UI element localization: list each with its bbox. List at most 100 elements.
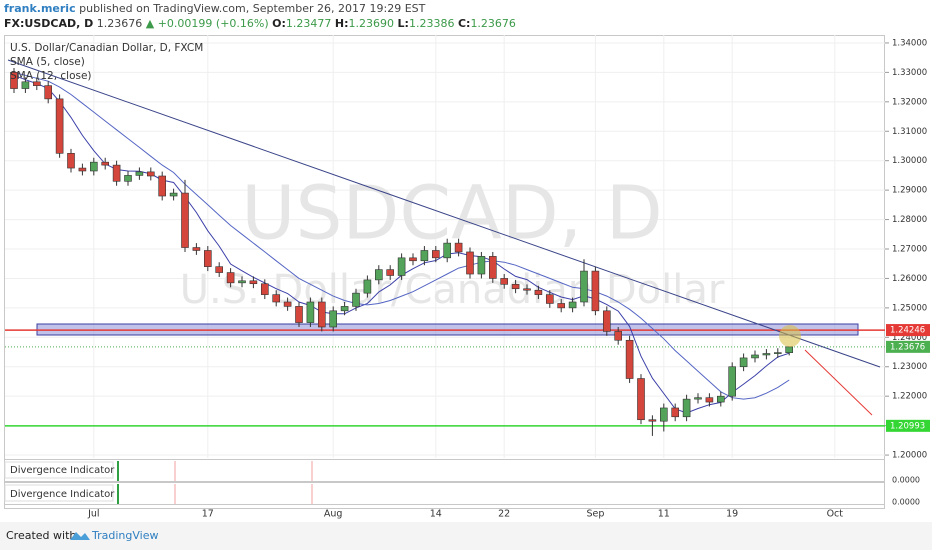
candle-body — [534, 289, 543, 295]
candle-body — [374, 269, 383, 281]
candle-body — [55, 98, 64, 154]
x-tick-label: Sep — [586, 509, 604, 520]
candle-body — [694, 397, 702, 400]
ohlc-key: L: — [397, 17, 409, 30]
candle-body — [272, 294, 281, 303]
candle-body — [568, 301, 577, 309]
footer — [0, 522, 932, 550]
candle-body — [716, 395, 725, 403]
candle-body — [260, 283, 269, 295]
arrow: ▲ — [145, 17, 155, 30]
y-tick-label: 1.25000 — [892, 303, 927, 313]
x-tick-label: Aug — [324, 509, 343, 520]
candle-body — [477, 256, 486, 275]
pane-tick: 0.0000 — [892, 498, 920, 507]
candle-body — [580, 270, 588, 303]
candle-body — [591, 270, 600, 312]
candle-body — [739, 357, 748, 368]
candle-body — [454, 242, 463, 253]
plot-frame — [4, 35, 885, 509]
published: published on TradingView.com, September … — [79, 2, 426, 15]
candle-body — [249, 280, 258, 285]
level-label-box — [886, 419, 930, 432]
candle-body — [409, 257, 417, 262]
level-label: 1.24246 — [890, 326, 925, 336]
candle-body — [751, 354, 759, 359]
legend-entry: SMA (12, close) — [10, 70, 92, 82]
pane-title: Divergence Indicator — [10, 489, 115, 500]
candle-body — [773, 352, 782, 354]
level-label-box — [886, 340, 930, 353]
x-tick-label: 19 — [726, 509, 738, 520]
ohlc-key: C: — [457, 17, 471, 30]
y-tick-label: 1.23000 — [892, 362, 927, 372]
footer-brand: TradingView — [91, 529, 158, 542]
candle-body — [10, 72, 18, 89]
candle-body — [363, 279, 372, 294]
candle-body — [192, 247, 201, 251]
candle-body — [317, 301, 326, 328]
level-label-box — [886, 324, 930, 337]
x-tick-label: 14 — [430, 509, 442, 520]
y-tick-label: 1.22000 — [892, 392, 927, 402]
candle-body — [488, 256, 497, 279]
level-label: 1.23676 — [890, 342, 925, 352]
candle-body — [78, 167, 87, 172]
candle-body — [181, 192, 189, 248]
candle-body — [659, 407, 668, 422]
candle-body — [226, 272, 235, 284]
candle-body — [511, 284, 520, 290]
ohlc-key: O: — [272, 17, 286, 30]
y-tick-label: 1.28000 — [892, 215, 927, 225]
candle-body — [44, 85, 53, 100]
candle-body — [215, 266, 223, 273]
candle-body — [557, 303, 566, 309]
candles — [10, 67, 794, 436]
levels — [5, 329, 885, 427]
header-line: frank.meric published on TradingView.com… — [4, 1, 516, 16]
candle-body — [204, 250, 212, 267]
indicator-pane — [4, 459, 885, 482]
candle-body — [648, 419, 657, 422]
header: frank.meric published on TradingView.com… — [4, 1, 516, 31]
indicator-pane — [4, 482, 885, 505]
trend-line — [7, 59, 881, 368]
candle-body — [147, 171, 155, 177]
sma-line — [13, 71, 790, 400]
candle-body — [295, 306, 303, 323]
candle-body — [112, 164, 121, 182]
ohlc-value: 1.23386 — [408, 17, 455, 30]
author: frank.meric — [4, 2, 76, 15]
x-axis: Jul 17 Aug 14 22 Sep 11 19 Oct — [87, 509, 843, 520]
y-tick-label: 1.26000 — [892, 274, 927, 284]
candle-body — [728, 366, 737, 397]
candle-body — [682, 398, 691, 418]
candle-body — [158, 175, 166, 197]
candle-body — [386, 269, 395, 276]
candle-body — [500, 278, 509, 285]
candle-body — [785, 346, 794, 354]
chart-title: U.S. Dollar/Canadian Dollar, D, FXCM — [10, 42, 203, 54]
y-tick-label: 1.30000 — [892, 156, 927, 166]
candle-body — [431, 250, 440, 259]
x-tick-label: Jul — [87, 509, 99, 520]
highlight-circle — [779, 325, 801, 347]
pane-title: Divergence Indicator — [10, 465, 115, 476]
candle-body — [90, 161, 98, 172]
candle-body — [762, 353, 771, 356]
candle-body — [352, 292, 360, 307]
watermark: USDCAD, D — [241, 171, 662, 257]
candle-body — [340, 306, 349, 312]
candle-body — [238, 280, 246, 284]
candle-body — [101, 161, 109, 166]
legend-entry: SMA (5, close) — [10, 56, 85, 68]
candle-body — [466, 251, 474, 275]
candle-body — [397, 257, 406, 276]
candle-body — [545, 294, 554, 304]
y-tick-label: 1.29000 — [892, 186, 927, 196]
candle-body — [420, 250, 429, 262]
y-tick-label: 1.34000 — [892, 38, 927, 48]
candle-body — [443, 242, 452, 259]
